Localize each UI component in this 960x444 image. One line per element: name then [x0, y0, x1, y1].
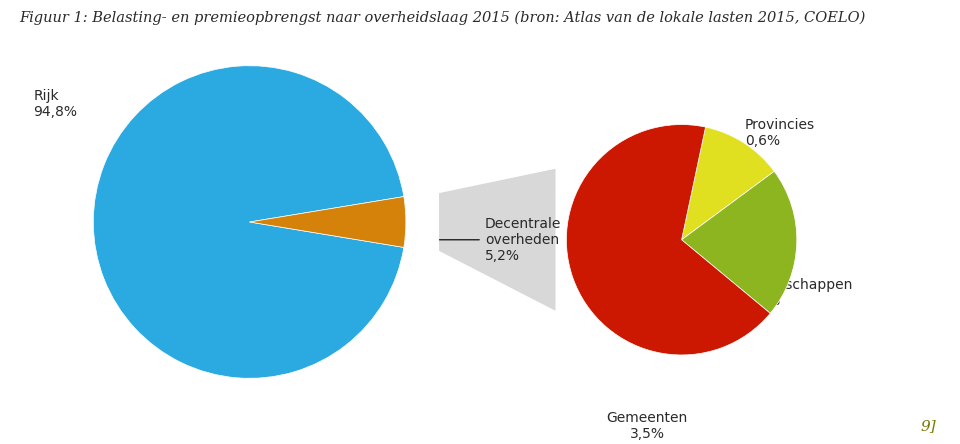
Text: Decentrale
overheden
5,2%: Decentrale overheden 5,2% — [440, 217, 562, 263]
Text: Gemeenten
3,5%: Gemeenten 3,5% — [607, 411, 687, 441]
Text: Rijk
94,8%: Rijk 94,8% — [34, 89, 78, 119]
Wedge shape — [682, 127, 775, 240]
Wedge shape — [566, 125, 770, 355]
Wedge shape — [93, 66, 404, 378]
Text: Figuur 1: Belasting- en premieopbrengst naar overheidslaag 2015 (bron: Atlas van: Figuur 1: Belasting- en premieopbrengst … — [19, 11, 866, 25]
Text: Provincies
0,6%: Provincies 0,6% — [745, 118, 815, 148]
Wedge shape — [250, 197, 406, 247]
Text: Waterschappen
1,1%: Waterschappen 1,1% — [745, 278, 853, 308]
Text: 9]: 9] — [921, 419, 936, 433]
Polygon shape — [439, 169, 556, 311]
Wedge shape — [682, 171, 797, 313]
